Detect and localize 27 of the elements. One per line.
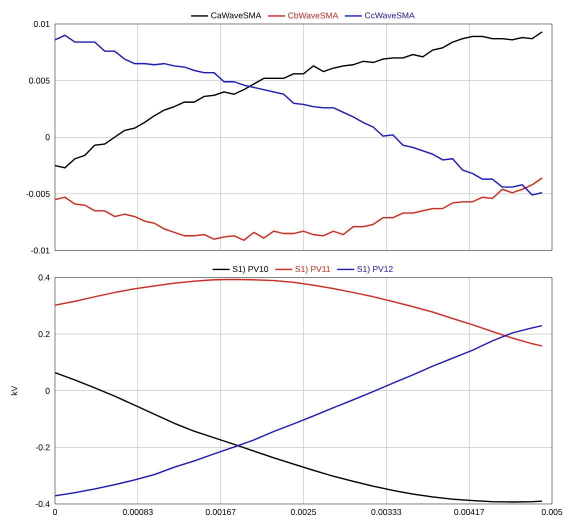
- y-tick-label: -0.01: [31, 247, 50, 254]
- y-tick-label: 0: [46, 134, 50, 140]
- line-series: [55, 278, 543, 347]
- x-tick-label: 0.00333: [371, 509, 402, 515]
- x-tick-label: 0: [52, 509, 58, 515]
- x-tick-label: 0.00083: [122, 509, 153, 515]
- line-series: [55, 324, 543, 496]
- line-series: [55, 177, 543, 241]
- y-tick-label: 0.4: [38, 274, 50, 280]
- legend-label: CbWaveSMA: [288, 12, 338, 18]
- y-tick-label: 0: [46, 388, 50, 394]
- y-tick-label: -0.4: [36, 500, 50, 507]
- x-tick-label: 0.0025: [290, 509, 316, 515]
- x-tick-label: 0.00167: [206, 509, 236, 515]
- y-tick-label: 0.005: [29, 78, 50, 84]
- legend-label: CaWaveSMA: [211, 12, 262, 18]
- y-axis-title: kV: [11, 386, 18, 396]
- x-tick-label: 0.00417: [454, 509, 484, 515]
- legend-label: S1) PV11: [295, 266, 330, 274]
- y-tick-label: -0.005: [26, 190, 50, 197]
- legend-label: S1) PV10: [232, 266, 268, 274]
- y-tick-label: 0.01: [34, 20, 50, 27]
- legend-label: CcWaveSMA: [365, 12, 415, 18]
- x-tick-label: 0.005: [542, 509, 562, 515]
- legend-label: S1) PV12: [357, 266, 393, 274]
- y-tick-label: 0.2: [38, 331, 50, 338]
- y-tick-label: -0.2: [36, 444, 50, 450]
